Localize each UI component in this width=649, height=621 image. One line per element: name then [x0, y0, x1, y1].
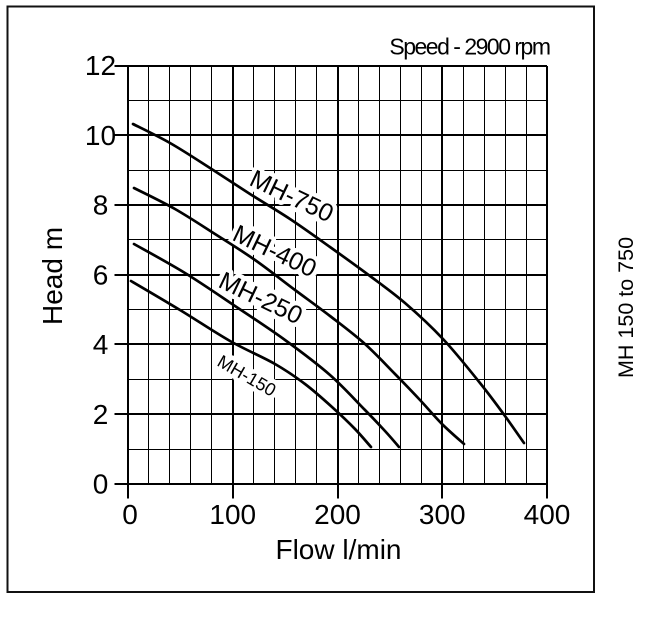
svg-text:100: 100: [209, 499, 256, 530]
svg-text:12: 12: [85, 50, 116, 81]
svg-text:400: 400: [524, 499, 571, 530]
svg-text:Head m: Head m: [37, 227, 68, 325]
svg-text:8: 8: [93, 190, 109, 221]
svg-text:MH 150 to 750: MH 150 to 750: [614, 237, 638, 378]
svg-text:300: 300: [419, 499, 466, 530]
svg-text:6: 6: [93, 259, 109, 290]
svg-text:2: 2: [93, 399, 109, 430]
svg-text:4: 4: [93, 329, 109, 360]
svg-text:Speed - 2900 rpm: Speed - 2900 rpm: [389, 34, 549, 60]
svg-text:0: 0: [93, 469, 109, 500]
svg-text:10: 10: [85, 120, 116, 151]
svg-text:200: 200: [314, 499, 361, 530]
svg-text:Flow l/min: Flow l/min: [275, 534, 401, 565]
svg-text:0: 0: [122, 499, 138, 530]
